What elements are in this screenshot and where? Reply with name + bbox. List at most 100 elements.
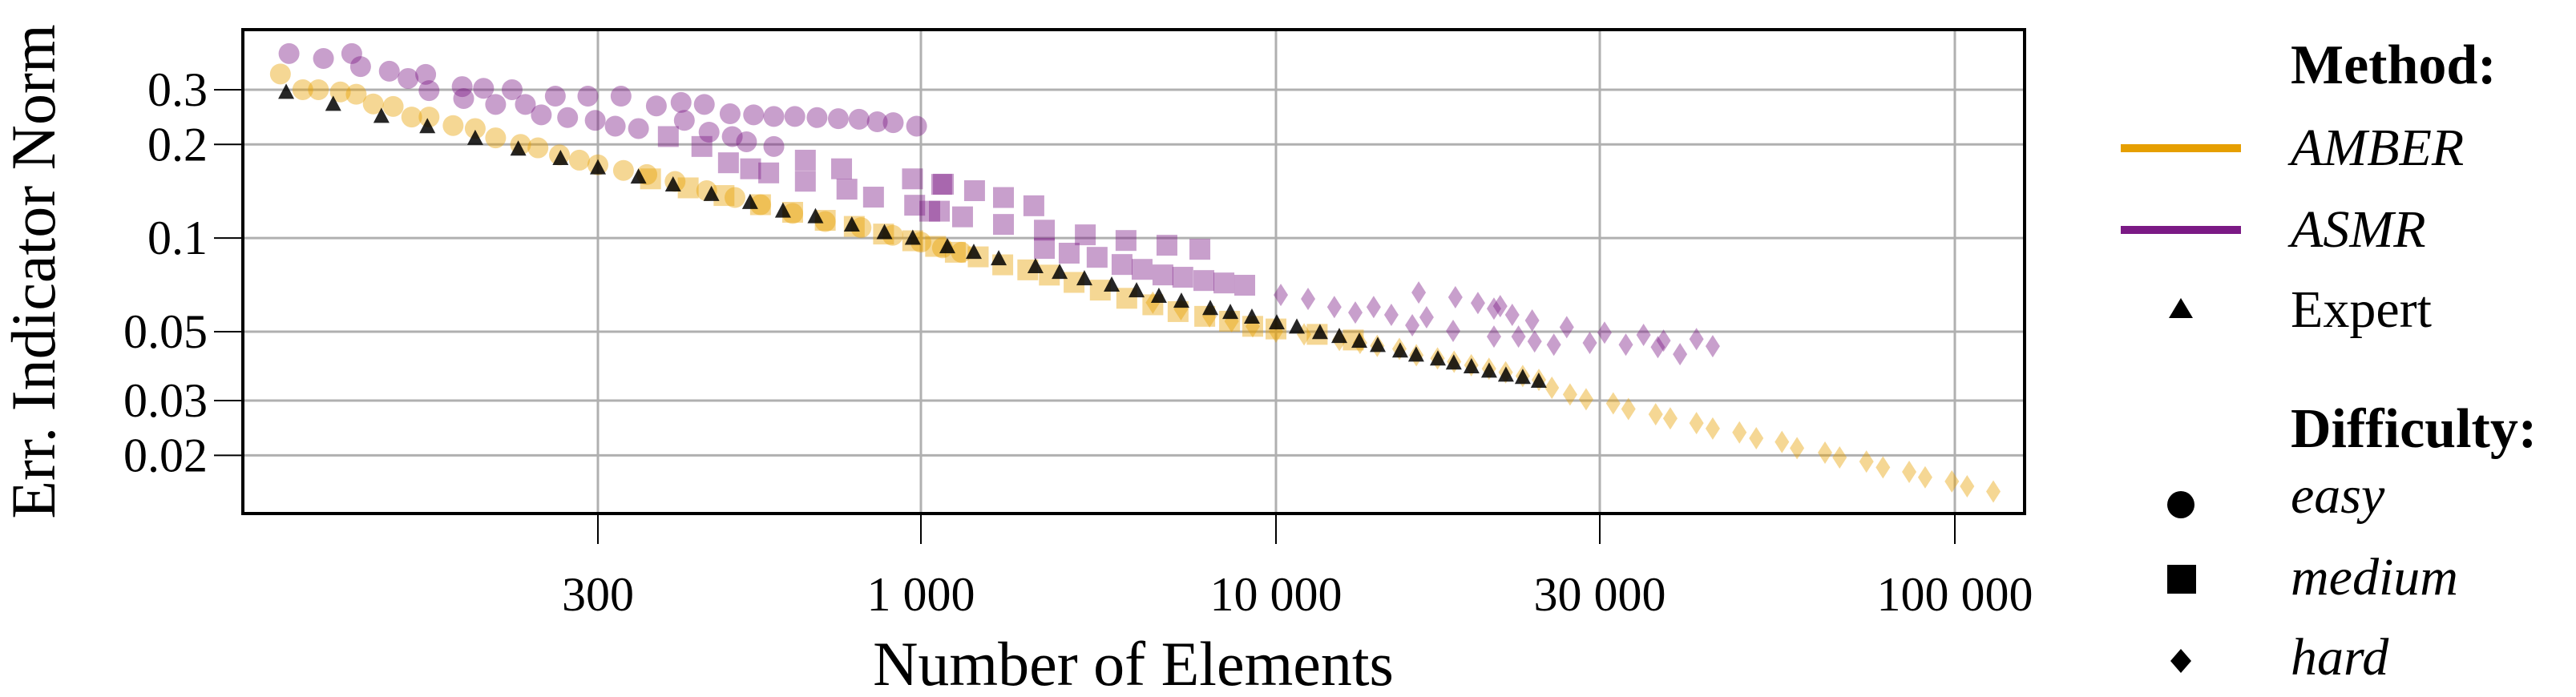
data-point-diamond (1818, 441, 1833, 465)
data-point-square (1213, 272, 1235, 294)
data-point-circle (349, 56, 371, 78)
data-point-diamond (1790, 437, 1805, 460)
x-tick-label: 1 000 (867, 568, 975, 621)
data-point-circle (418, 107, 440, 128)
data-point-square (1034, 220, 1056, 241)
data-point-triangle (1243, 308, 1260, 324)
data-point-diamond (1656, 329, 1671, 353)
data-point-diamond (1274, 284, 1289, 307)
data-point-diamond (1383, 304, 1399, 327)
data-point-square (1189, 239, 1211, 260)
legend-difficulty-title: Difficulty: (2291, 398, 2537, 460)
data-point-circle (501, 79, 523, 100)
legend-easy-label: easy (2291, 466, 2385, 525)
data-point-triangle (1480, 362, 1497, 378)
legend-amber-label: AMBER (2287, 119, 2464, 177)
legend-medium-label: medium (2291, 548, 2458, 606)
legend-easy-circle-icon (2167, 491, 2194, 518)
data-point-square (1152, 264, 1173, 286)
data-point-triangle (939, 238, 955, 254)
data-point-square (1156, 235, 1177, 256)
data-point-triangle (373, 107, 390, 123)
data-point-circle (763, 106, 785, 127)
data-point-triangle (419, 118, 436, 134)
data-point-triangle (1497, 366, 1514, 382)
data-point-circle (544, 86, 566, 107)
data-point-square (862, 187, 884, 208)
data-point-circle (378, 60, 400, 82)
data-point-triangle (1027, 258, 1044, 274)
data-point-circle (670, 91, 692, 113)
data-point-triangle (1052, 264, 1068, 280)
data-point-square (963, 180, 985, 202)
data-point-triangle (703, 185, 720, 201)
data-point-diamond (1621, 397, 1636, 421)
data-point-diamond (1578, 388, 1593, 411)
data-point-circle (568, 149, 590, 171)
data-point-square (992, 187, 1014, 208)
data-point-circle (693, 94, 715, 115)
y-axis-ticks: 0.30.2 0.1 0.05 0.030.02 (123, 63, 243, 481)
data-point-circle (814, 211, 836, 232)
data-point-circle (329, 81, 351, 103)
legend-asmr-label: ASMR (2287, 200, 2426, 259)
data-point-square (740, 158, 761, 179)
data-point-diamond (1301, 288, 1316, 311)
series-asmr-easy (278, 42, 927, 157)
data-point-triangle (1407, 346, 1424, 362)
data-point-square (1075, 224, 1096, 246)
data-point-diamond (1597, 321, 1612, 344)
data-point-square (1023, 195, 1044, 216)
data-point-diamond (1875, 456, 1891, 479)
data-point-square (713, 185, 735, 207)
data-point-circle (724, 187, 745, 208)
data-point-circle (451, 76, 473, 98)
data-point-circle (698, 121, 720, 143)
data-point-circle (721, 126, 743, 147)
data-point-triangle (1268, 314, 1285, 330)
data-point-triangle (325, 95, 341, 111)
data-point-circle (763, 135, 785, 157)
data-points (269, 42, 2001, 503)
data-point-triangle (1289, 318, 1306, 334)
data-point-circle (743, 104, 765, 126)
x-tick-label: 300 (562, 568, 634, 621)
data-point-circle (269, 63, 291, 85)
data-point-diamond (1527, 330, 1542, 353)
data-point-triangle (1514, 369, 1531, 385)
data-point-diamond (1447, 286, 1463, 309)
data-point-triangle (1530, 373, 1547, 389)
data-point-triangle (774, 202, 791, 218)
data-point-circle (401, 107, 422, 128)
y-tick-label: 0.02 (123, 429, 208, 481)
data-point-circle (308, 79, 329, 100)
data-point-diamond (1405, 314, 1420, 337)
data-point-square (691, 135, 713, 157)
data-point-square (1058, 243, 1080, 264)
data-point-diamond (1605, 392, 1621, 415)
data-point-triangle (843, 216, 860, 232)
legend-hard-label: hard (2291, 628, 2389, 687)
data-point-circle (557, 107, 579, 128)
data-point-triangle (278, 83, 295, 99)
data-point-circle (464, 118, 486, 139)
data-point-triangle (466, 129, 483, 145)
data-point-circle (850, 217, 872, 239)
data-point-diamond (1662, 407, 1678, 430)
data-point-circle (345, 83, 367, 105)
data-point-circle (398, 67, 419, 89)
data-point-diamond (1419, 306, 1434, 329)
data-point-diamond (1544, 376, 1560, 399)
data-point-diamond (1492, 295, 1508, 318)
data-point-triangle (1076, 270, 1092, 286)
data-point-circle (485, 94, 507, 115)
data-point-circle (827, 108, 849, 130)
plot-frame (241, 28, 2026, 515)
data-point-diamond (1960, 475, 1975, 498)
data-point-square (831, 158, 853, 179)
data-point-triangle (1351, 332, 1368, 348)
data-point-circle (341, 42, 362, 64)
data-point-diamond (1705, 335, 1720, 358)
data-point-circle (645, 95, 667, 117)
data-point-triangle (876, 224, 893, 240)
